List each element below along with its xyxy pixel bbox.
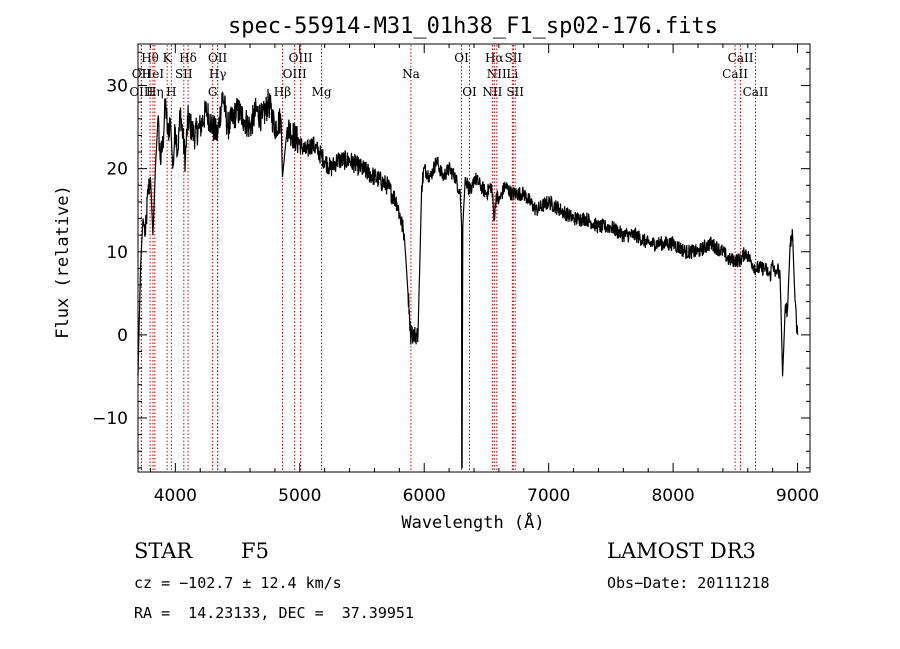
line-label-2: OIII bbox=[129, 85, 153, 99]
line-label-25: CaII bbox=[728, 51, 754, 65]
line-label-19: Hα bbox=[485, 51, 504, 65]
x-tick-label-0: 4000 bbox=[154, 486, 197, 506]
line-label-9: OII bbox=[208, 51, 228, 65]
line-label-5: K bbox=[163, 51, 173, 65]
y-tick-label-3: 20 bbox=[106, 160, 128, 180]
chart-title: spec-55914-M31_01h38_F1_sp02-176.fits bbox=[228, 14, 718, 39]
line-label-13: OIII bbox=[283, 67, 307, 81]
x-tick-label-2: 6000 bbox=[403, 486, 446, 506]
survey-name: LAMOST DR3 bbox=[607, 539, 756, 563]
spectrum-line bbox=[137, 89, 799, 469]
line-label-20: SII bbox=[504, 51, 522, 65]
line-label-7: H bbox=[166, 85, 176, 99]
x-tick-label-4: 8000 bbox=[651, 486, 694, 506]
x-tick-label-5: 9000 bbox=[776, 486, 819, 506]
x-tick-label-1: 5000 bbox=[278, 486, 321, 506]
line-label-22: Li bbox=[506, 67, 518, 81]
line-label-18: OI bbox=[462, 85, 477, 99]
sky-coordinates: RA = 14.23133, DEC = 37.39951 bbox=[134, 604, 414, 622]
line-label-4: Hη bbox=[146, 85, 164, 99]
object-subclass: F5 bbox=[241, 539, 269, 563]
line-label-15: Mg bbox=[312, 85, 332, 99]
line-label-21: NII bbox=[487, 67, 507, 81]
y-tick-label-1: 0 bbox=[117, 326, 128, 346]
line-label-17: OI bbox=[454, 51, 469, 65]
line-label-16: Na bbox=[402, 67, 420, 81]
y-tick-label-4: 30 bbox=[106, 77, 128, 97]
y-tick-label-0: −10 bbox=[92, 409, 128, 429]
line-label-26: CaII bbox=[722, 67, 748, 81]
line-label-11: G bbox=[208, 85, 218, 99]
y-tick-label-2: 10 bbox=[106, 243, 128, 263]
axis-ticks: 4000 5000 6000 7000 8000 9000 −10 0 10 20 30 bbox=[92, 44, 819, 506]
line-label-24: SII bbox=[506, 85, 524, 99]
line-label-0: Hθ bbox=[141, 51, 159, 65]
redshift-velocity: cz = −102.7 ± 12.4 km/s bbox=[134, 574, 342, 592]
object-class: STAR bbox=[134, 539, 193, 563]
y-axis-label: Flux (relative) bbox=[53, 185, 73, 339]
line-label-23: NII bbox=[482, 85, 502, 99]
x-tick-label-3: 7000 bbox=[527, 486, 570, 506]
line-label-27: CaII bbox=[743, 85, 769, 99]
line-label-10: Hγ bbox=[209, 67, 227, 81]
line-label-3: HeI bbox=[142, 67, 165, 81]
line-label-8: Hδ bbox=[179, 51, 197, 65]
observation-date: Obs−Date: 20111218 bbox=[607, 574, 770, 592]
line-label-6: SII bbox=[175, 67, 193, 81]
line-label-14: Hβ bbox=[274, 85, 291, 99]
x-axis-label: Wavelength (Å) bbox=[401, 511, 544, 533]
line-label-12: OIII bbox=[289, 51, 313, 65]
